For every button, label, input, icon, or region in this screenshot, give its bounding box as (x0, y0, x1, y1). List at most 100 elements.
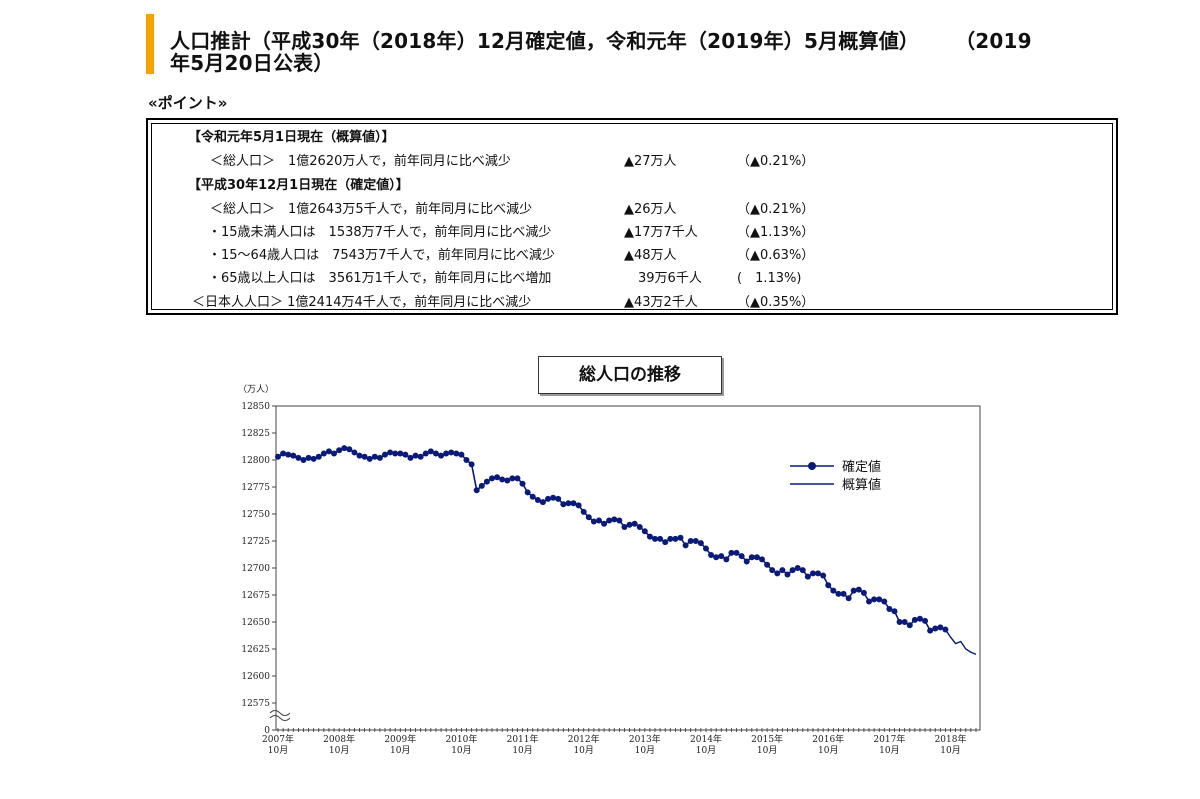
points-row-text: ・15歳未満人口は 1538万7千人で，前年同月に比べ減少 (208, 225, 552, 240)
x-tick-label-year: 2018年 (935, 733, 967, 745)
data-point-confirmed (667, 535, 674, 542)
data-point-confirmed (702, 545, 709, 552)
data-point-confirmed (682, 542, 689, 549)
x-tick-label-month: 10月 (329, 745, 349, 756)
data-point-confirmed (295, 454, 302, 461)
data-point-confirmed (539, 499, 546, 506)
data-point-confirmed (815, 570, 822, 577)
data-point-confirmed (794, 565, 801, 571)
points-row-percent: （▲0.63%） (737, 248, 815, 263)
data-point-confirmed (458, 451, 465, 458)
data-point-confirmed (595, 517, 602, 524)
data-point-confirmed (366, 455, 373, 462)
data-point-confirmed (320, 450, 327, 457)
y-tick-label: 0 (264, 726, 270, 736)
x-tick-label-month: 10月 (512, 745, 532, 756)
x-tick-label-month: 10月 (573, 745, 593, 756)
y-tick-label: 12675 (241, 591, 270, 601)
data-point-confirmed (927, 627, 934, 634)
points-heading: «ポイント» (148, 94, 228, 112)
data-point-confirmed (646, 533, 653, 540)
data-point-confirmed (692, 538, 699, 544)
y-tick-label: 12725 (241, 537, 270, 547)
data-point-confirmed (432, 450, 439, 457)
data-point-confirmed (906, 622, 913, 629)
points-row-text: ・15～64歳人口は 7543万7千人で，前年同月に比べ減少 (208, 248, 555, 263)
data-point-confirmed (590, 518, 597, 525)
data-point-confirmed (784, 571, 791, 578)
title-accent-bar (146, 14, 154, 74)
data-point-confirmed (315, 453, 322, 460)
x-tick-label-year: 2012年 (568, 733, 600, 745)
data-point-confirmed (499, 476, 506, 483)
data-point-confirmed (764, 561, 771, 568)
data-point-confirmed (774, 570, 781, 577)
x-tick-label-year: 2015年 (751, 733, 783, 745)
data-point-confirmed (407, 454, 414, 461)
axis-break-icon (269, 715, 291, 721)
data-point-confirmed (708, 552, 715, 559)
x-tick-label-month: 10月 (390, 745, 410, 756)
data-point-confirmed (575, 502, 582, 509)
data-point-confirmed (631, 520, 638, 527)
x-tick-label-month: 10月 (757, 745, 777, 756)
data-point-confirmed (804, 573, 811, 580)
data-point-confirmed (412, 452, 419, 459)
data-point-confirmed (697, 540, 704, 547)
data-point-confirmed (443, 450, 450, 457)
data-point-confirmed (504, 477, 511, 484)
data-point-confirmed (626, 521, 633, 528)
y-axis-label: （万人） (238, 384, 274, 395)
data-point-confirmed (280, 450, 287, 457)
data-point-confirmed (371, 453, 378, 460)
data-point-confirmed (570, 500, 577, 507)
legend-label-estimate: 概算値 (842, 477, 881, 493)
x-tick-label-year: 2014年 (690, 733, 722, 745)
data-point-confirmed (565, 500, 572, 507)
x-tick-label-month: 10月 (818, 745, 838, 756)
data-point-confirmed (687, 538, 694, 544)
points-inner-frame: 【令和元年5月1日現在（概算値）】 ＜総人口＞ 1億2620万人で，前年同月に比べ… (151, 123, 1113, 310)
data-point-confirmed (585, 514, 592, 521)
x-tick-label-year: 2017年 (873, 733, 905, 745)
points-row-percent: （▲1.13%） (737, 225, 815, 240)
points-row-text: ＜日本人人口＞ 1億2414万4千人で，前年同月に比べ減少 (192, 295, 532, 310)
data-point-confirmed (779, 567, 786, 574)
y-tick-label: 12650 (241, 618, 270, 628)
data-point-confirmed (657, 535, 664, 542)
data-point-confirmed (305, 454, 312, 461)
data-point-confirmed (300, 457, 307, 463)
data-point-confirmed (463, 457, 470, 463)
points-row-text: ＜総人口＞ 1億2643万5千人で，前年同月に比べ減少 (210, 202, 533, 217)
data-point-confirmed (672, 535, 679, 542)
x-tick-label-year: 2016年 (812, 733, 844, 745)
data-point-confirmed (331, 450, 338, 457)
y-tick-label: 12600 (241, 672, 270, 682)
y-tick-label: 12825 (241, 429, 270, 439)
page-title: 人口推計（平成30年（2018年）12月確定値，令和元年（2019年）5月概算値… (170, 30, 1090, 74)
data-point-confirmed (397, 450, 404, 457)
data-point-confirmed (376, 454, 383, 461)
x-tick-label-year: 2009年 (384, 733, 416, 745)
points-row-text: ＜総人口＞ 1億2620万人で，前年同月に比べ減少 (210, 154, 511, 169)
data-point-confirmed (524, 489, 531, 496)
data-point-confirmed (545, 495, 552, 502)
data-point-confirmed (529, 493, 536, 500)
y-tick-label: 12750 (241, 510, 270, 520)
page-title-line1: 人口推計（平成30年（2018年）12月確定値，令和元年（2019年）5月概算値… (170, 29, 920, 53)
data-point-confirmed (916, 615, 923, 622)
data-point-confirmed (850, 587, 857, 594)
data-point-confirmed (387, 449, 394, 456)
data-point-confirmed (361, 453, 368, 460)
data-point-confirmed (855, 586, 862, 593)
data-point-confirmed (860, 589, 867, 596)
data-point-confirmed (534, 496, 541, 503)
data-point-confirmed (519, 480, 526, 487)
points-box: 【令和元年5月1日現在（概算値）】 ＜総人口＞ 1億2620万人で，前年同月に比べ… (146, 118, 1118, 315)
data-point-confirmed (636, 523, 643, 530)
data-point-confirmed (310, 455, 317, 462)
data-point-confirmed (509, 475, 516, 482)
data-point-confirmed (555, 495, 562, 502)
points-row-text: ・65歳以上人口は 3561万1千人で，前年同月に比べ増加 (208, 271, 552, 286)
data-point-confirmed (381, 451, 388, 458)
